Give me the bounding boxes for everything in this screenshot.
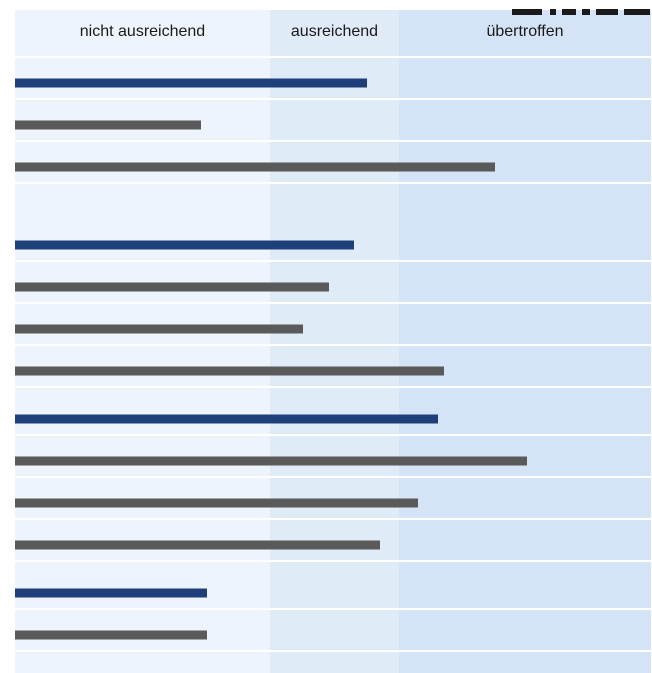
row-separators [15,56,651,652]
band-header-uebertroffen: übertroffen [486,23,563,40]
bar-group-3-4 [15,540,380,550]
band-1 [270,10,399,673]
logo-fragment [512,9,650,15]
bars [15,78,527,640]
bar-group-3-2 [15,456,527,466]
bar-group-1-3 [15,162,495,172]
band-header-nicht-ausreichend: nicht ausreichend [80,23,205,40]
bar-group-4-2 [15,630,207,640]
band-0 [15,10,270,673]
band-header-ausreichend: ausreichend [291,23,378,40]
bar-group-1-2 [15,120,201,130]
bar-group-3-1 [15,414,438,424]
band-2 [399,10,651,673]
bar-group-4-1 [15,588,207,598]
bar-group-2-3 [15,324,303,334]
bar-group-2-2 [15,282,329,292]
category-bands [15,10,651,673]
band-headers: nicht ausreichend ausreichend übertroffe… [80,23,564,40]
bar-group-2-4 [15,366,444,376]
bar-group-2-1 [15,240,354,250]
bar-group-3-3 [15,498,418,508]
bar-group-1-1 [15,78,367,88]
